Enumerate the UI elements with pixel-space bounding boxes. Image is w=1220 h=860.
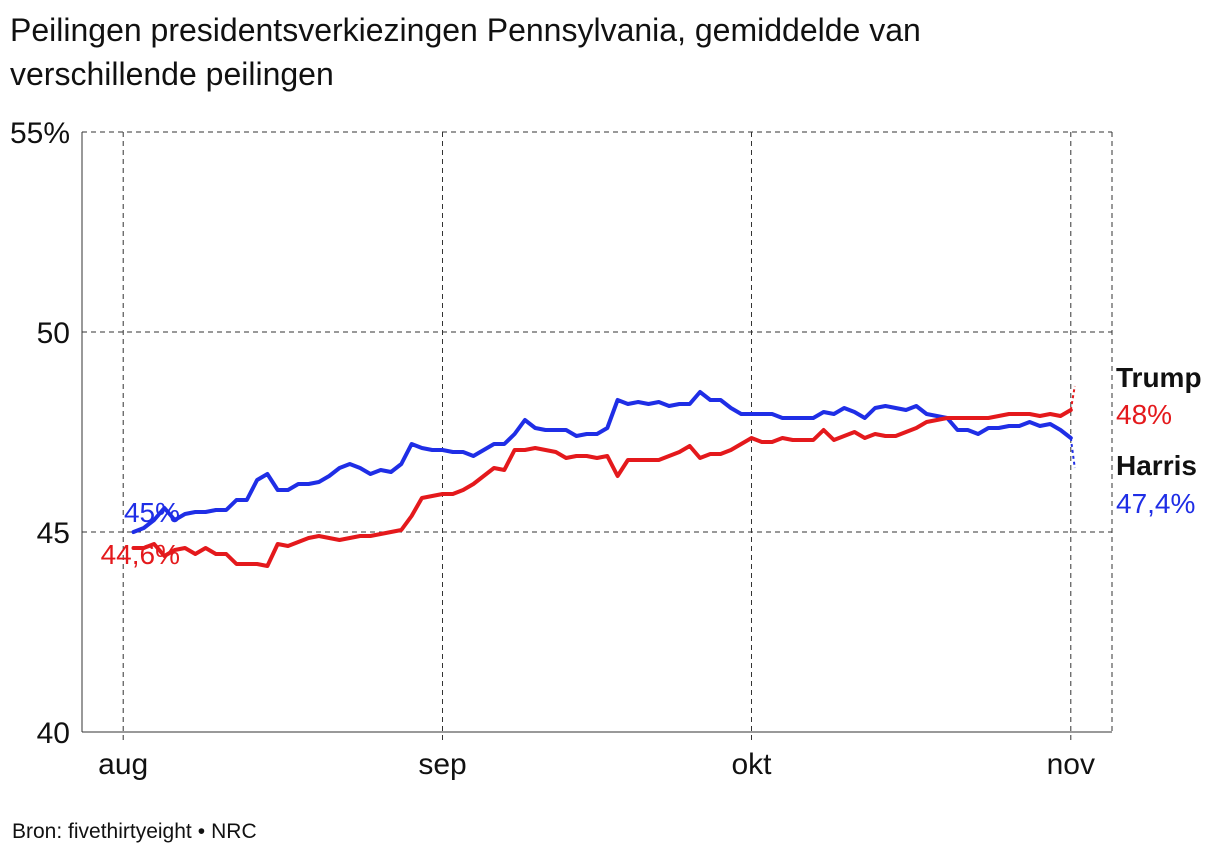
- source-text: Bron: fivethirtyeight: [12, 820, 192, 843]
- x-tick-label: nov: [1047, 748, 1095, 781]
- source-publisher: NRC: [211, 820, 257, 843]
- source-separator: •: [197, 820, 206, 843]
- end-name-harris: Harris: [1116, 450, 1197, 481]
- chart-title: Peilingen presidentsverkiezingen Pennsyl…: [10, 12, 921, 92]
- series-projection-trump: [1069, 385, 1076, 411]
- series-line-harris: [131, 390, 1073, 534]
- x-tick-label: okt: [731, 748, 772, 781]
- end-value-trump: 48%: [1116, 399, 1172, 430]
- y-tick-label: 40: [37, 717, 70, 750]
- start-label-trump: 44,6%: [101, 539, 180, 570]
- series-projection-harris: [1069, 437, 1076, 469]
- series-line-trump: [131, 408, 1073, 568]
- y-tick-label: 55%: [10, 117, 70, 150]
- end-name-trump: Trump: [1116, 362, 1202, 393]
- source-note: Bron: fivethirtyeight • NRC: [12, 820, 257, 844]
- x-tick-label: sep: [418, 748, 466, 781]
- x-tick-label: aug: [98, 748, 148, 781]
- start-label-harris: 45%: [124, 497, 180, 528]
- end-value-harris: 47,4%: [1116, 488, 1195, 519]
- y-tick-label: 50: [37, 317, 70, 350]
- y-tick-label: 45: [37, 517, 70, 550]
